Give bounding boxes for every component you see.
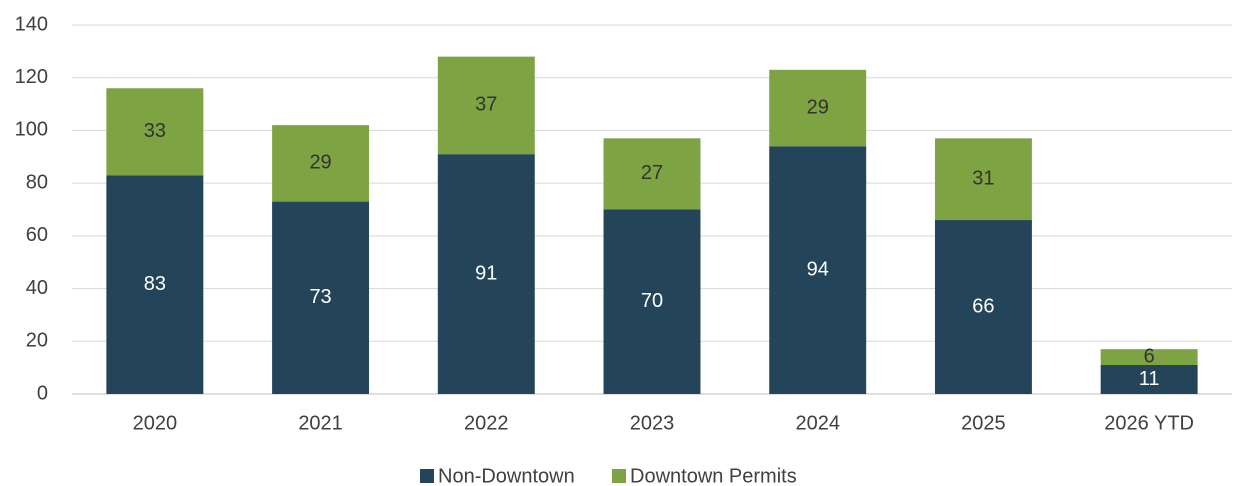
data-label: 94 <box>807 258 829 280</box>
x-tick-label: 2021 <box>298 412 343 434</box>
bar-segment <box>437 56 535 155</box>
bar-segment <box>106 175 204 394</box>
data-label: 11 <box>1139 368 1160 390</box>
legend-label: Non-Downtown <box>438 465 575 486</box>
data-label: 29 <box>807 96 829 118</box>
y-tick-label: 60 <box>26 224 48 246</box>
x-tick-label: 2023 <box>630 412 675 434</box>
bar-segment <box>603 138 701 210</box>
x-tick-label: 2022 <box>464 412 509 434</box>
data-label: 83 <box>144 273 166 295</box>
bar-segment <box>437 154 535 394</box>
bar-segment <box>769 69 867 147</box>
data-label: 91 <box>475 262 497 284</box>
bar-segment <box>769 146 867 394</box>
bar-segment <box>603 209 701 394</box>
data-label: 73 <box>309 286 331 308</box>
x-tick-label: 2024 <box>795 412 840 434</box>
x-tick-label: 2020 <box>133 412 178 434</box>
bar-segment <box>1100 349 1198 366</box>
legend-swatch <box>420 469 434 483</box>
x-tick-label: 2025 <box>961 412 1006 434</box>
data-label: 27 <box>641 162 663 184</box>
data-label: 37 <box>475 94 497 116</box>
y-tick-label: 120 <box>15 66 48 88</box>
bar-segment <box>934 138 1032 221</box>
y-tick-label: 40 <box>26 277 48 299</box>
y-tick-label: 80 <box>26 171 48 193</box>
bar-segment <box>934 220 1032 394</box>
data-label: 6 <box>1144 345 1155 367</box>
y-tick-label: 0 <box>37 382 48 404</box>
legend-label: Downtown Permits <box>630 465 797 486</box>
y-tick-label: 140 <box>15 13 48 35</box>
bar-segment <box>272 125 370 202</box>
data-label: 33 <box>144 120 166 142</box>
data-label: 29 <box>309 152 331 174</box>
bar-segment <box>106 88 204 176</box>
y-tick-label: 100 <box>15 119 48 141</box>
data-label: 31 <box>972 167 994 189</box>
legend-swatch <box>612 469 626 483</box>
y-tick-label: 20 <box>26 330 48 352</box>
data-label: 70 <box>641 290 663 312</box>
data-label: 66 <box>972 295 994 317</box>
bar-segment <box>272 201 370 394</box>
x-tick-label: 2026 YTD <box>1104 412 1194 434</box>
bar-segment <box>1100 365 1198 394</box>
